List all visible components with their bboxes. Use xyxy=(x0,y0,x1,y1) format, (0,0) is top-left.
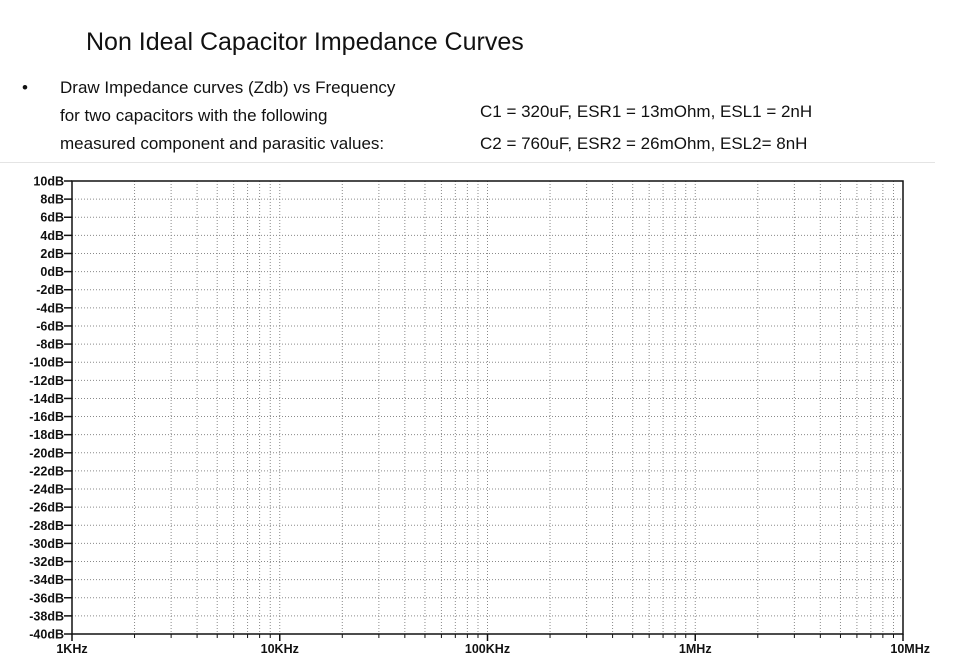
capacitor-2-values: C2 = 760uF, ESR2 = 26mOhm, ESL2= 8nH xyxy=(480,134,808,153)
plot-frame xyxy=(71,180,904,635)
y-tick-label: -6dB xyxy=(36,319,64,333)
x-tick-label: 1MHz xyxy=(679,642,712,656)
capacitor-1-values: C1 = 320uF, ESR1 = 13mOhm, ESL1 = 2nH xyxy=(480,102,813,121)
y-tick-label: -22dB xyxy=(29,464,64,478)
y-tick-label: -14dB xyxy=(29,392,64,406)
y-tick-label: 8dB xyxy=(40,193,64,207)
y-tick-label: -36dB xyxy=(29,591,64,605)
y-tick-label: -24dB xyxy=(29,483,64,497)
y-tick-label: 10dB xyxy=(33,175,64,189)
x-tick-label: 100KHz xyxy=(465,642,510,656)
y-tick-label: -32dB xyxy=(29,555,64,569)
page-title: Non Ideal Capacitor Impedance Curves xyxy=(86,28,524,56)
y-tick-label: -10dB xyxy=(29,356,64,370)
y-tick-label: -8dB xyxy=(36,338,64,352)
y-tick-label: 0dB xyxy=(40,265,64,279)
section-divider xyxy=(0,162,935,163)
y-tick-label: -26dB xyxy=(29,501,64,515)
y-tick-label: -18dB xyxy=(29,428,64,442)
y-tick-label: 4dB xyxy=(40,229,64,243)
description-line-2: for two capacitors with the following xyxy=(60,106,328,125)
bullet-marker: • xyxy=(22,78,28,97)
y-tick-label: -2dB xyxy=(36,283,64,297)
y-tick-label: 2dB xyxy=(40,247,64,261)
y-tick-label: 6dB xyxy=(40,211,64,225)
y-tick-label: -20dB xyxy=(29,446,64,460)
y-tick-label: -4dB xyxy=(36,301,64,315)
x-tick-label: 10KHz xyxy=(261,642,299,656)
x-tick-label: 1KHz xyxy=(56,642,87,656)
y-tick-label: -28dB xyxy=(29,519,64,533)
y-tick-label: -40dB xyxy=(29,628,64,642)
x-tick-label: 10MHz xyxy=(890,642,930,656)
description-line-3: measured component and parasitic values: xyxy=(60,134,385,153)
y-tick-label: -16dB xyxy=(29,410,64,424)
y-tick-label: -30dB xyxy=(29,537,64,551)
y-tick-label: -34dB xyxy=(29,573,64,587)
y-tick-label: -12dB xyxy=(29,374,64,388)
y-tick-label: -38dB xyxy=(29,609,64,623)
description-line-1: Draw Impedance curves (Zdb) vs Frequency xyxy=(60,78,396,97)
